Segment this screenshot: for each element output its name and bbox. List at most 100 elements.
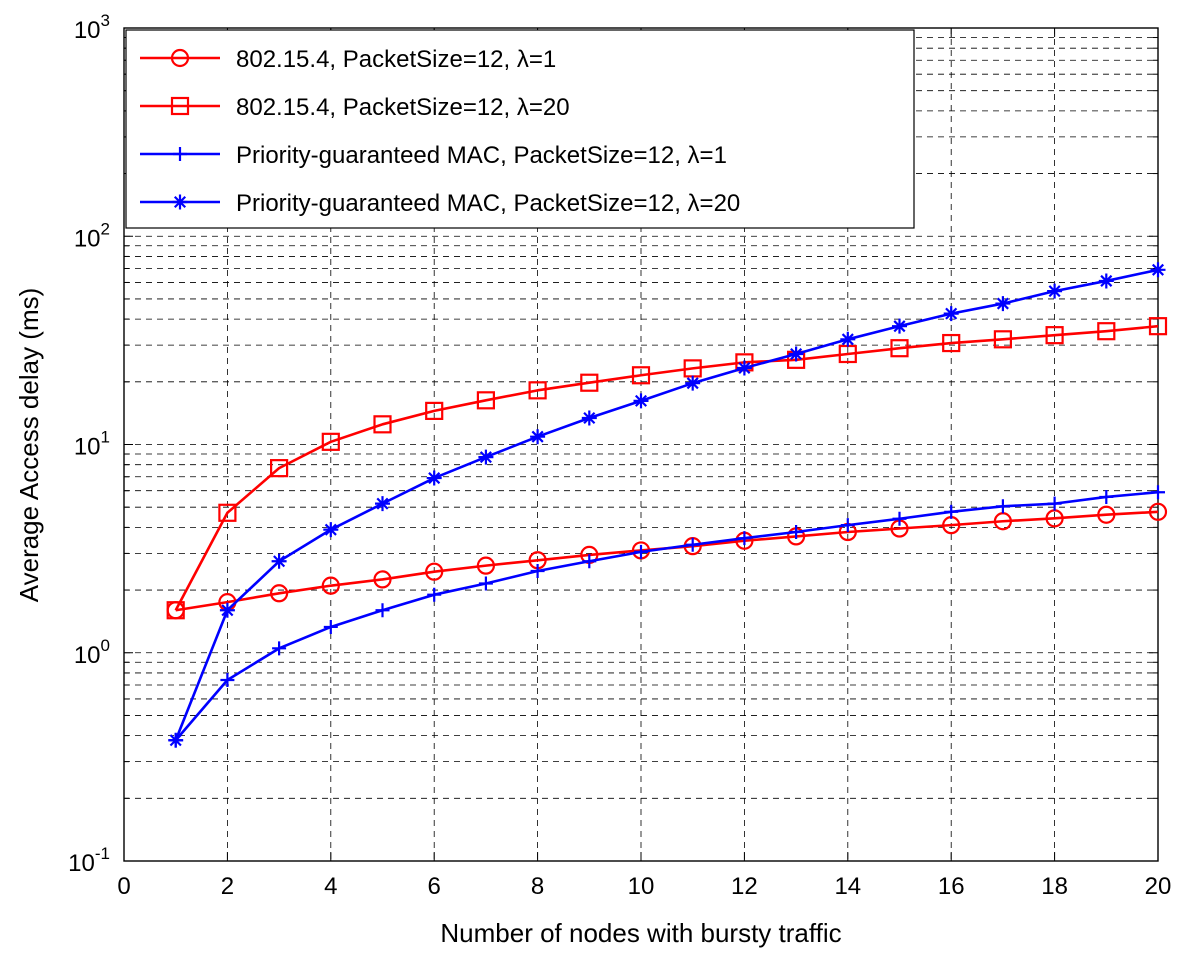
x-tick-label: 6 [428, 873, 441, 900]
data-point [478, 449, 494, 465]
data-point [1151, 485, 1165, 500]
data-point [995, 296, 1011, 312]
x-tick-label: 14 [834, 873, 861, 900]
y-tick-label: 103 [74, 11, 110, 44]
legend-item: Priority-guaranteed MAC, PacketSize=12, … [140, 190, 740, 217]
series-4 [168, 262, 1166, 748]
x-tick-label: 18 [1041, 873, 1068, 900]
data-point [425, 562, 444, 581]
series-3 [168, 485, 1165, 748]
data-point [170, 48, 190, 68]
data-point [173, 147, 187, 161]
data-point [528, 381, 547, 400]
data-point [373, 415, 392, 434]
y-tick-label: 100 [74, 636, 110, 669]
data-point [1047, 496, 1062, 511]
legend-label: Priority-guaranteed MAC, PacketSize=12, … [236, 142, 727, 169]
data-point [219, 602, 235, 618]
data-point [270, 584, 289, 603]
data-point [736, 360, 752, 376]
y-tick-label: 102 [74, 219, 110, 252]
data-point [634, 544, 648, 559]
data-point [685, 537, 700, 552]
series-layer [166, 262, 1168, 748]
data-point [271, 553, 287, 569]
data-point [943, 306, 959, 322]
data-point [427, 587, 442, 602]
data-point [270, 459, 289, 478]
x-tick-label: 16 [938, 873, 965, 900]
legend-label: 802.15.4, PacketSize=12, λ=20 [236, 94, 570, 121]
data-point [168, 732, 184, 748]
y-tick-label: 101 [74, 428, 110, 461]
data-point [1097, 322, 1116, 341]
data-point [426, 470, 442, 486]
data-point [995, 499, 1010, 514]
data-point [631, 366, 651, 385]
data-point [581, 410, 597, 426]
x-axis-label: Number of nodes with bursty traffic [440, 918, 841, 948]
data-point [478, 576, 493, 591]
data-point [993, 330, 1013, 349]
data-point [840, 331, 856, 347]
legend-label: 802.15.4, PacketSize=12, λ=1 [236, 46, 556, 73]
legend-box [125, 29, 915, 229]
legend-item: Priority-guaranteed MAC, PacketSize=12, … [140, 142, 727, 169]
data-point [1150, 262, 1166, 278]
data-point [375, 603, 390, 618]
data-point [840, 518, 855, 533]
data-point [685, 375, 701, 391]
data-point [892, 318, 907, 334]
data-point [530, 429, 546, 445]
x-tick-label: 4 [324, 873, 337, 900]
data-point [789, 525, 804, 540]
x-tick-label: 0 [117, 873, 130, 900]
data-point [788, 346, 804, 362]
legend-item: 802.15.4, PacketSize=12, λ=1 [140, 46, 556, 73]
y-tick-label: 10-1 [68, 844, 110, 877]
series-2 [166, 317, 1168, 620]
x-tick-label: 10 [628, 873, 655, 900]
data-point [944, 504, 959, 519]
data-point [425, 401, 444, 420]
data-point [580, 373, 599, 392]
series-line [174, 490, 1159, 742]
data-point [375, 496, 390, 512]
data-point [1045, 326, 1064, 345]
x-axis-ticks: 0 2 4 6 8 10 12 14 16 18 20 [117, 28, 1171, 900]
data-point [218, 503, 237, 522]
data-point [166, 601, 185, 620]
data-point [582, 554, 597, 569]
data-point [220, 672, 235, 687]
data-point [172, 194, 188, 210]
data-point [942, 333, 961, 353]
data-point [1148, 502, 1168, 521]
data-point [321, 576, 340, 595]
data-point [321, 432, 340, 451]
series-line [174, 268, 1159, 741]
data-point [323, 619, 338, 634]
data-point [272, 641, 287, 656]
x-tick-label: 20 [1145, 873, 1172, 900]
legend-label: Priority-guaranteed MAC, PacketSize=12, … [236, 190, 740, 217]
x-tick-label: 8 [531, 873, 544, 900]
data-point [530, 563, 545, 578]
data-point [892, 511, 907, 526]
legend: 802.15.4, PacketSize=12, λ=1 802.15.4, Pa… [125, 29, 915, 229]
x-tick-label: 2 [221, 873, 234, 900]
data-point [323, 522, 339, 538]
x-tick-label: 12 [731, 873, 758, 900]
data-point [737, 531, 752, 546]
y-axis-label: Average Access delay (ms) [14, 288, 44, 603]
data-point [890, 339, 909, 358]
data-point [476, 391, 495, 410]
data-point [170, 96, 190, 116]
legend-item: 802.15.4, PacketSize=12, λ=20 [140, 94, 570, 121]
data-point [373, 570, 392, 589]
data-point [476, 556, 495, 575]
data-point [1047, 283, 1063, 299]
data-point [1097, 505, 1116, 524]
data-point [1098, 273, 1114, 289]
data-point [633, 393, 649, 409]
